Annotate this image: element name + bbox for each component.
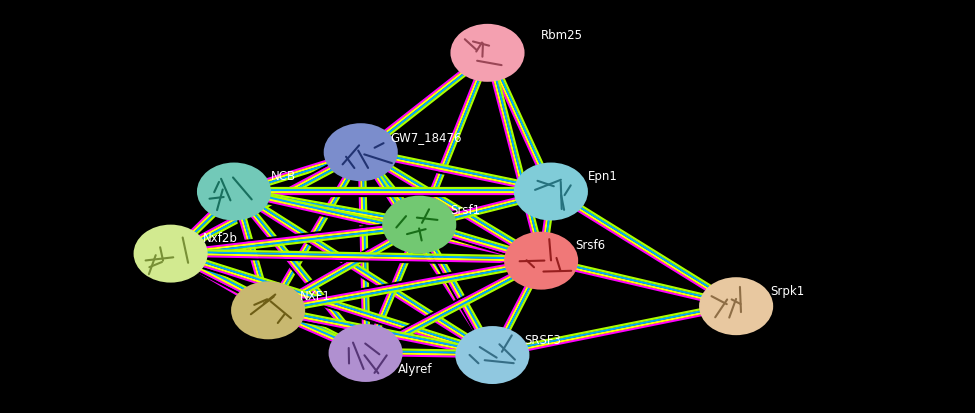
- Ellipse shape: [514, 163, 588, 221]
- Text: Nxf2b: Nxf2b: [203, 232, 238, 245]
- Text: Srsf1: Srsf1: [450, 203, 481, 216]
- Ellipse shape: [450, 25, 525, 83]
- Ellipse shape: [329, 324, 403, 382]
- Ellipse shape: [324, 124, 398, 182]
- Text: GW7_18476: GW7_18476: [390, 131, 461, 144]
- Ellipse shape: [455, 326, 529, 384]
- Text: NCB: NCB: [271, 170, 296, 183]
- Text: Srpk1: Srpk1: [770, 285, 804, 298]
- Text: Srsf6: Srsf6: [575, 239, 605, 252]
- Ellipse shape: [134, 225, 208, 283]
- Text: SRSF3: SRSF3: [525, 333, 562, 346]
- Ellipse shape: [231, 282, 305, 339]
- Text: Epn1: Epn1: [588, 170, 618, 183]
- Ellipse shape: [382, 196, 456, 254]
- Text: Rbm25: Rbm25: [541, 28, 583, 42]
- Text: NXF1: NXF1: [300, 289, 332, 302]
- Ellipse shape: [197, 163, 271, 221]
- Text: Alyref: Alyref: [398, 362, 432, 375]
- Ellipse shape: [699, 278, 773, 335]
- Ellipse shape: [504, 232, 578, 290]
